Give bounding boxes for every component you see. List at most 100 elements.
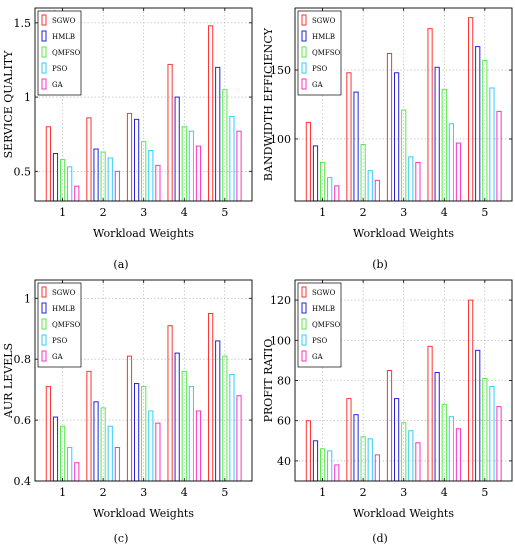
bar-ga-1 — [334, 185, 340, 202]
bar-hmlb-3 — [134, 118, 140, 202]
y-tick-label: 0.8 — [14, 353, 32, 366]
legend-swatch-hmlb — [301, 302, 307, 314]
legend-swatch-qmfso — [41, 46, 47, 58]
bar-hmlb-3 — [394, 72, 400, 202]
bar-sgwo-1 — [305, 121, 311, 202]
bar-ga-1 — [74, 185, 80, 202]
panel-caption: (a) — [113, 258, 128, 271]
x-tick-label: 1 — [319, 206, 326, 219]
bar-sgwo-5 — [468, 17, 474, 202]
bar-pso-1 — [327, 177, 333, 202]
bar-hmlb-1 — [52, 152, 59, 202]
bar-ga-5 — [236, 130, 242, 202]
legend-label-sgwo: SGWO — [52, 289, 76, 297]
legend-swatch-sgwo — [41, 286, 47, 298]
legend-swatch-sgwo — [301, 14, 307, 26]
bar-pso-4 — [188, 386, 194, 482]
y-tick-label: 1 — [24, 91, 31, 104]
bar-ga-4 — [195, 410, 202, 482]
bar-pso-2 — [367, 170, 373, 202]
y-tick-label: 100 — [270, 133, 291, 146]
legend-label-ga: GA — [312, 81, 324, 89]
bar-sgwo-1 — [45, 386, 51, 482]
bar-hmlb-5 — [475, 349, 481, 482]
chart-panel-2: 100 150 1 2 3 4 5 Workload Weights BANDWIDTH EFF… — [262, 7, 513, 240]
x-axis-label: Workload Weights — [93, 507, 194, 520]
bar-ga-3 — [415, 442, 421, 482]
bar-hmlb-4 — [434, 371, 440, 482]
bar-pso-1 — [67, 166, 73, 202]
y-tick-label: 100 — [270, 334, 291, 347]
legend-swatch-pso — [41, 334, 47, 346]
x-tick-label: 1 — [319, 486, 326, 499]
bar-hmlb-2 — [93, 148, 99, 202]
y-tick-label: 120 — [270, 294, 291, 307]
legend-swatch-hmlb — [41, 30, 47, 42]
bar-ga-4 — [455, 142, 462, 202]
bar-ga-2 — [374, 454, 380, 482]
bar-ga-1 — [334, 464, 340, 482]
bar-sgwo-3 — [386, 52, 393, 202]
legend-swatch-hmlb — [301, 30, 307, 42]
legend-label-hmlb: HMLB — [52, 305, 75, 313]
legend-swatch-pso — [301, 334, 307, 346]
bar-pso-3 — [408, 156, 414, 202]
bar-ga-5 — [496, 406, 502, 482]
legend-label-hmlb: HMLB — [312, 305, 335, 313]
legend-label-qmfso: QMFSO — [52, 49, 81, 57]
legend-label-qmfso: QMFSO — [312, 49, 341, 57]
bar-sgwo-3 — [126, 355, 133, 482]
bar-hmlb-5 — [215, 66, 221, 202]
x-axis-label: Workload Weights — [93, 227, 194, 240]
bar-sgwo-2 — [86, 370, 92, 482]
bar-pso-3 — [148, 150, 154, 202]
y-tick-label: 0.4 — [14, 475, 32, 488]
bar-hmlb-1 — [312, 145, 319, 202]
y-tick-label: 0.5 — [14, 165, 32, 178]
bar-sgwo-1 — [305, 420, 311, 482]
legend-label-sgwo: SGWO — [312, 17, 336, 25]
chart-panel-3: 0.4 0.6 0.8 1 1 2 3 4 5 Workload Weights AUR LEVEL… — [2, 279, 253, 520]
bar-ga-4 — [455, 428, 462, 482]
x-tick-label: 3 — [400, 206, 407, 219]
y-tick-label: 1.5 — [14, 17, 32, 30]
legend-swatch-pso — [41, 62, 47, 74]
legend-swatch-ga — [41, 78, 47, 90]
bar-ga-4 — [195, 145, 202, 202]
x-tick-label: 3 — [140, 486, 147, 499]
x-tick-label: 1 — [59, 206, 66, 219]
bar-pso-3 — [148, 410, 154, 482]
bar-ga-2 — [114, 170, 120, 202]
y-tick-label: 80 — [277, 375, 291, 388]
bar-sgwo-5 — [208, 313, 214, 482]
legend-label-ga: GA — [52, 353, 64, 361]
bar-hmlb-3 — [394, 398, 400, 482]
legend-label-pso: PSO — [52, 337, 68, 345]
y-tick-label: 0.6 — [14, 414, 32, 427]
x-tick-label: 2 — [100, 206, 107, 219]
bar-qmfso-4 — [181, 370, 187, 482]
bar-pso-2 — [107, 157, 113, 202]
bar-hmlb-3 — [134, 383, 140, 482]
x-tick-label: 4 — [441, 486, 448, 499]
chart-panel-1: 0.5 1 1.5 1 2 3 4 5 Workload Weights SERVICE QUAL… — [2, 7, 253, 240]
bar-sgwo-4 — [427, 28, 433, 202]
x-tick-label: 5 — [221, 486, 228, 499]
bar-hmlb-4 — [434, 66, 440, 202]
bar-sgwo-2 — [346, 398, 352, 482]
chart-panel-4: 40 60 80 100 120 1 2 3 4 5 Workload Weights PROFIT … — [262, 279, 513, 520]
bar-pso-4 — [448, 123, 454, 202]
bar-hmlb-2 — [353, 414, 359, 482]
legend-swatch-qmfso — [41, 318, 47, 330]
bar-pso-4 — [188, 130, 194, 202]
bar-pso-4 — [448, 416, 454, 482]
bar-qmfso-1 — [319, 161, 326, 202]
bar-sgwo-3 — [126, 112, 133, 202]
bar-pso-5 — [229, 373, 235, 482]
legend-swatch-ga — [301, 350, 307, 362]
y-axis-label: SERVICE QUALITY — [2, 50, 15, 159]
legend-swatch-ga — [41, 350, 47, 362]
x-tick-label: 3 — [400, 486, 407, 499]
y-axis-label: BANDWIDTH EFFICIENCY — [262, 27, 275, 181]
bar-ga-2 — [374, 179, 380, 202]
